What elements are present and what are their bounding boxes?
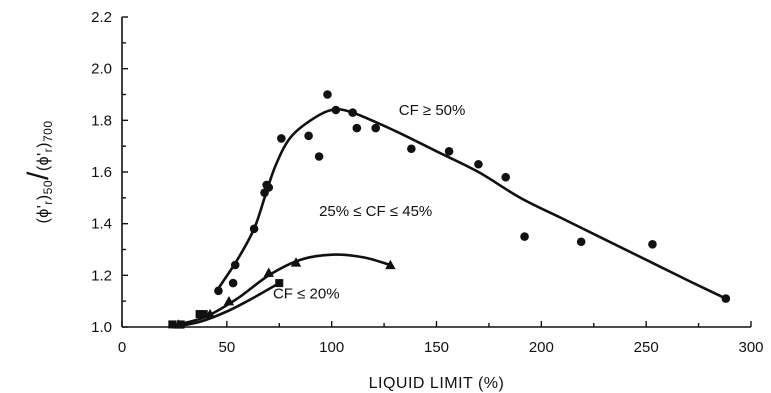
x-tick-label: 250 [634, 339, 659, 356]
x-tick-label: 200 [529, 339, 554, 356]
data-point-circle [474, 159, 483, 169]
series-label: CF ≥ 50% [399, 102, 466, 119]
data-point-circle [249, 224, 259, 234]
y-tick-label: 1.6 [91, 164, 112, 181]
data-point-circle [407, 144, 416, 154]
x-tick-label: 50 [218, 339, 235, 356]
data-point-circle [444, 147, 454, 156]
y-axis-title-part: ) [35, 142, 52, 148]
data-point-circle [277, 134, 286, 143]
data-point-circle [352, 123, 362, 133]
y-axis-title: (ϕ'r)50/(ϕ'r)700 [22, 120, 55, 223]
x-tick-label: 100 [319, 339, 344, 356]
data-point-circle [576, 237, 586, 247]
data-point-triangle [385, 259, 396, 270]
y-tick-label: 2.0 [91, 61, 112, 78]
data-point-circle [648, 240, 657, 249]
data-point-circle [331, 105, 341, 115]
y-axis-title-part: (ϕ' [35, 205, 52, 224]
series-label: CF ≤ 20% [273, 286, 340, 303]
y-tick-label: 2.2 [91, 9, 112, 26]
data-point-square [199, 310, 208, 319]
data-point-circle [264, 183, 274, 192]
data-point-square [275, 279, 284, 288]
data-point-square [195, 310, 204, 319]
x-axis-title: LIQUID LIMIT (%) [369, 375, 505, 392]
y-axis-title-part: r [41, 200, 55, 205]
data-point-circle [214, 286, 223, 296]
x-tick-label: 150 [424, 339, 449, 356]
series-label: 25% ≤ CF ≤ 45% [319, 203, 432, 220]
fit-curves [172, 108, 727, 329]
data-points [168, 90, 731, 329]
data-point-triangle [290, 257, 302, 267]
data-point-square [168, 320, 177, 329]
x-tick-label: 0 [118, 339, 126, 356]
y-tick-label: 1.0 [91, 319, 112, 336]
y-axis-title-part: (ϕ' [35, 152, 52, 171]
data-point-circle [371, 123, 380, 133]
y-axis-title-part: ) [35, 194, 52, 200]
data-point-circle [501, 172, 510, 182]
data-point-circle [348, 108, 357, 117]
fit-curve [217, 108, 727, 300]
y-tick-label: 1.2 [91, 267, 112, 284]
y-axis-title-part: / [22, 171, 55, 180]
data-point-circle [721, 294, 731, 303]
data-point-circle [228, 278, 238, 288]
y-axis-title-part: 700 [41, 120, 55, 142]
data-point-square [176, 320, 185, 329]
x-tick-label: 300 [738, 339, 763, 356]
y-axis-title-part: r [41, 148, 55, 153]
data-point-circle [230, 260, 240, 270]
y-tick-label: 1.8 [91, 112, 112, 129]
axes: 0 50 100 150 200 250 300 1.0 1.2 1.4 1.6 1.8 2.0 2.2 [91, 9, 763, 356]
y-axis-title-part: 50 [41, 180, 55, 194]
data-point-triangle [223, 295, 235, 306]
y-tick-label: 1.4 [91, 216, 112, 233]
data-point-triangle [263, 267, 274, 277]
data-point-circle [323, 90, 332, 99]
data-point-circle [520, 232, 529, 241]
data-point-circle [314, 152, 324, 161]
fit-curve [172, 281, 280, 329]
annotations: CF ≥ 50% 25% ≤ CF ≤ 45% CF ≤ 20% [273, 102, 465, 302]
data-point-circle [304, 131, 313, 141]
